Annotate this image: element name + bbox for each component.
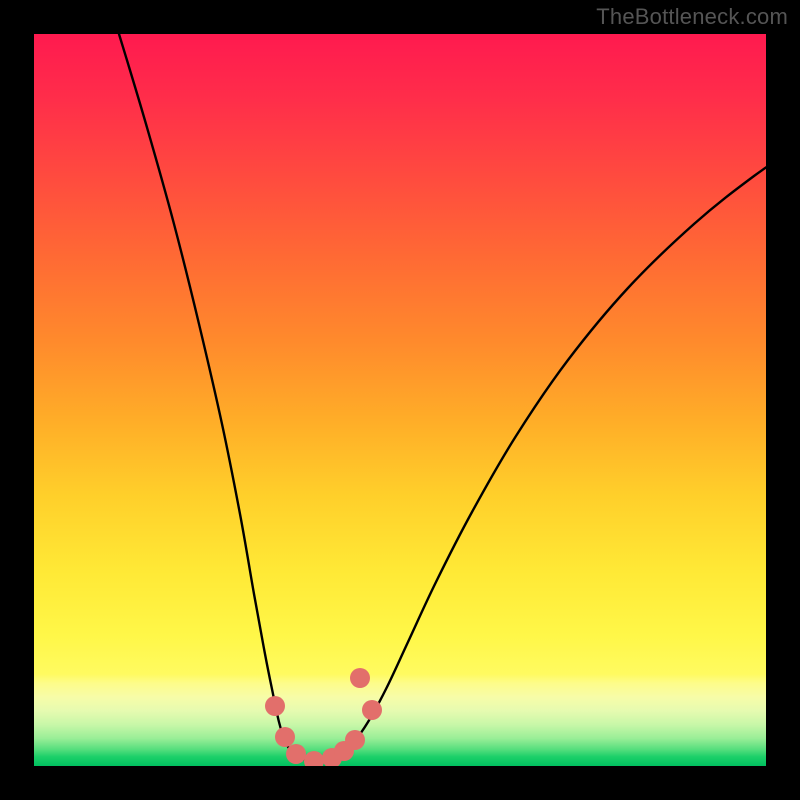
data-marker — [304, 751, 324, 766]
plot-frame — [34, 34, 766, 766]
data-marker — [286, 744, 306, 764]
gradient-area — [34, 34, 766, 766]
data-marker — [265, 696, 285, 716]
markers-layer — [34, 34, 766, 766]
data-marker — [350, 668, 370, 688]
attribution-text: TheBottleneck.com — [596, 4, 788, 30]
data-marker — [362, 700, 382, 720]
data-marker — [345, 730, 365, 750]
